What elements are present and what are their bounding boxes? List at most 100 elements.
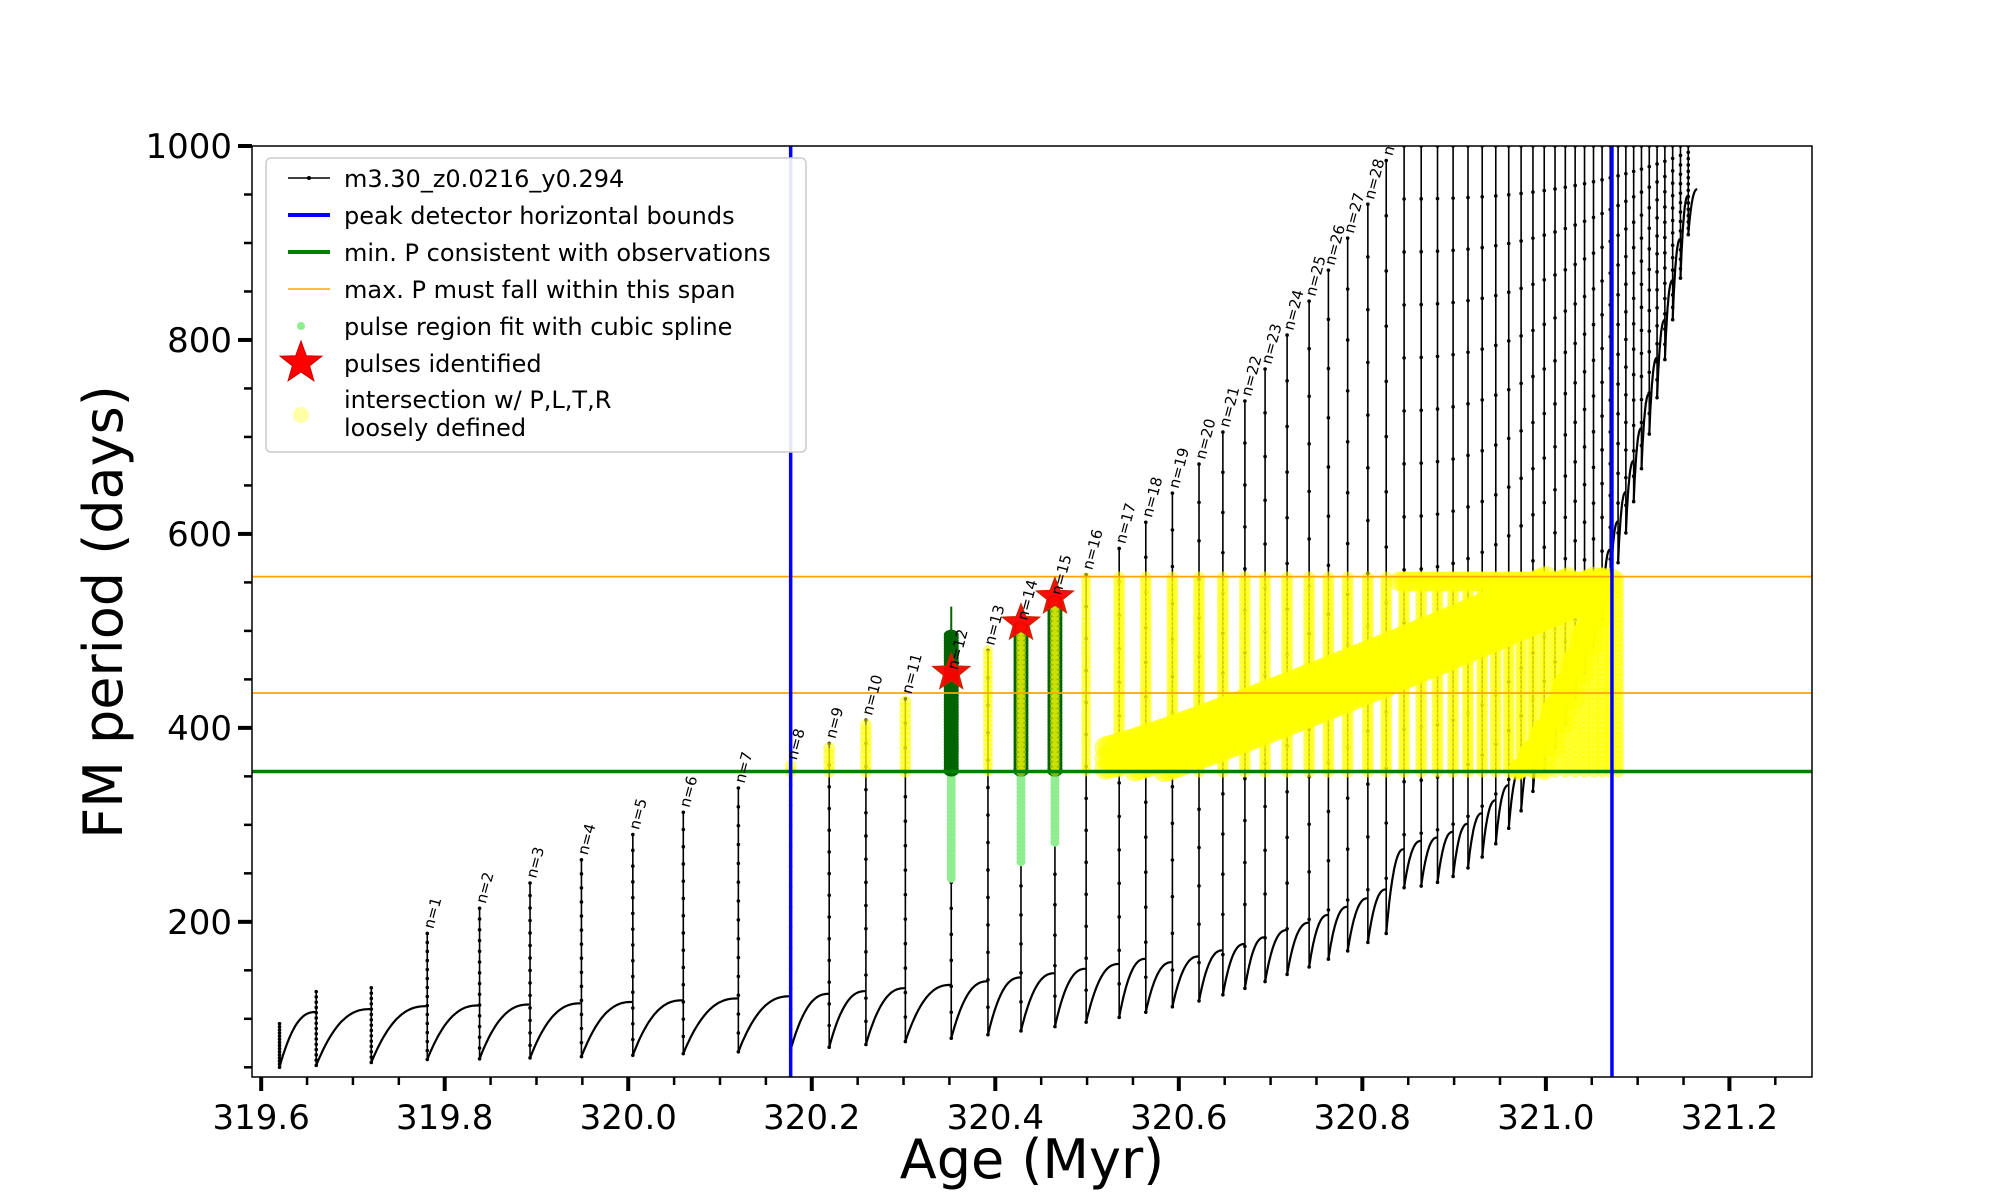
- track-point: [864, 973, 868, 977]
- track-recovery-curve: [1624, 459, 1634, 533]
- track-point: [1600, 346, 1604, 351]
- track-point: [1419, 302, 1423, 307]
- track-point: [1384, 931, 1389, 936]
- track-point: [1639, 328, 1644, 333]
- track-point: [864, 926, 868, 931]
- legend-label-min-p: min. P consistent with observations: [344, 239, 771, 267]
- track-point: [1616, 382, 1620, 386]
- track-point: [1384, 821, 1389, 825]
- track-point: [1402, 356, 1406, 360]
- track-point: [425, 976, 430, 981]
- track-point: [314, 1000, 319, 1004]
- track-point: [681, 948, 686, 953]
- track-recovery-curve: [1656, 318, 1666, 398]
- track-point: [1678, 210, 1683, 214]
- track-recovery-curve: [1494, 784, 1509, 844]
- track-point: [1285, 333, 1289, 337]
- track-point: [1600, 177, 1604, 182]
- track-point: [1573, 499, 1577, 504]
- track-recovery-curve: [737, 995, 790, 1053]
- track-point: [1466, 247, 1470, 251]
- track-point: [1542, 411, 1547, 416]
- track-point: [425, 958, 430, 963]
- track-point: [1519, 286, 1523, 291]
- track-point: [1493, 343, 1498, 348]
- track-point: [477, 1035, 482, 1040]
- track-point: [903, 819, 908, 823]
- track-point: [1143, 870, 1148, 875]
- track-point: [1624, 337, 1628, 342]
- track-point: [1084, 796, 1088, 801]
- track-point: [1519, 191, 1523, 196]
- track-point: [1285, 515, 1289, 520]
- track-point: [1307, 489, 1311, 494]
- track-point: [579, 900, 584, 904]
- track-recovery-curve: [1346, 897, 1368, 952]
- intersection-point: [823, 742, 836, 755]
- track-point: [1639, 236, 1644, 240]
- track-point: [1655, 377, 1659, 382]
- track-point: [1573, 262, 1577, 267]
- track-point: [1307, 394, 1311, 399]
- track-point: [1326, 908, 1331, 912]
- track-point: [1686, 220, 1691, 224]
- track-point: [827, 958, 831, 963]
- track-point: [1451, 874, 1455, 879]
- track-point: [1170, 564, 1175, 569]
- track-point: [314, 1005, 319, 1010]
- track-point: [1616, 263, 1620, 267]
- y-tick-label: 800: [167, 321, 232, 361]
- track-point: [1435, 407, 1440, 411]
- track-point: [1221, 993, 1225, 997]
- track-point: [1631, 372, 1636, 377]
- track-point: [1345, 236, 1350, 240]
- track-point: [864, 903, 868, 908]
- track-point: [528, 918, 532, 923]
- track-point: [314, 1016, 319, 1020]
- track-recovery-curve: [1436, 830, 1453, 883]
- track-point: [579, 998, 584, 1003]
- track-point: [1197, 999, 1201, 1003]
- track-point: [425, 1030, 430, 1035]
- track-point: [579, 1040, 584, 1045]
- track-point: [864, 1019, 868, 1024]
- track-point: [986, 950, 990, 955]
- track-point: [1573, 460, 1577, 464]
- track-point: [903, 892, 908, 897]
- track-point: [1582, 445, 1587, 449]
- track-point: [277, 1024, 282, 1029]
- track-point: [1493, 393, 1498, 397]
- track-recovery-curve: [580, 1000, 633, 1058]
- track-point: [827, 806, 831, 811]
- track-point: [903, 1039, 908, 1044]
- track-point: [1563, 433, 1568, 437]
- track-point: [1678, 191, 1683, 195]
- track-point: [736, 955, 741, 960]
- track-point: [1553, 402, 1557, 406]
- track-point: [1670, 181, 1675, 186]
- track-point: [369, 985, 374, 990]
- track-point: [1326, 858, 1331, 863]
- track-point: [1616, 203, 1620, 208]
- track-point: [1678, 200, 1683, 205]
- track-recovery-curve: [1243, 936, 1265, 989]
- track-point: [1263, 498, 1267, 503]
- track-point: [1435, 249, 1440, 253]
- track-point: [528, 893, 532, 898]
- track-point: [903, 868, 908, 872]
- track-point: [864, 950, 868, 954]
- track-point: [1451, 561, 1455, 566]
- track-point: [1624, 227, 1628, 231]
- spline-point-dark: [943, 629, 959, 640]
- track-point: [1670, 156, 1675, 161]
- track-point: [1670, 193, 1675, 198]
- track-point: [1663, 220, 1667, 225]
- track-point: [1600, 515, 1604, 520]
- track-point: [277, 1053, 282, 1057]
- track-point: [949, 906, 954, 911]
- y-tick-label: 400: [167, 709, 232, 749]
- track-point: [1686, 194, 1691, 199]
- horizontal-reference-lines: [252, 575, 1812, 774]
- track-point: [477, 938, 482, 943]
- track-point: [631, 927, 635, 931]
